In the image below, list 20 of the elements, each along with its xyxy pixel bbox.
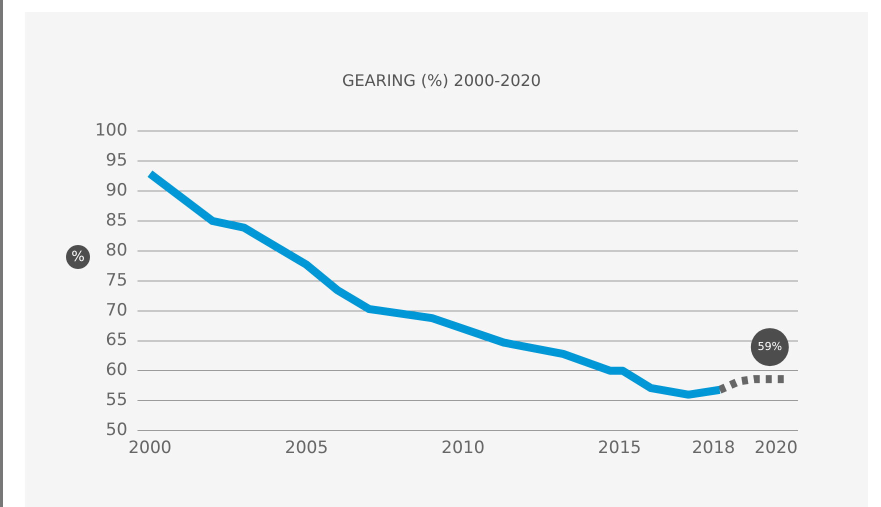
- x-tick-label: 2015: [598, 438, 642, 458]
- y-tick-label: 85: [106, 210, 128, 230]
- y-tick-label: 60: [106, 360, 128, 380]
- y-tick-label: 80: [106, 240, 128, 260]
- y-axis-title: %: [66, 245, 90, 269]
- y-tick-label: 75: [106, 270, 128, 290]
- x-tick-label: 2005: [284, 438, 328, 458]
- y-tick-label: 50: [106, 420, 128, 440]
- x-tick-label: 2000: [128, 438, 172, 458]
- y-tick-label: 70: [106, 300, 128, 320]
- x-tick-label: 2020: [754, 438, 798, 458]
- x-tick-label: 2010: [441, 438, 485, 458]
- chart-title: GEARING (%) 2000-2020: [342, 70, 541, 90]
- y-tick-label: 55: [106, 390, 128, 410]
- x-tick-label: 2018: [692, 438, 736, 458]
- y-tick-label: 100: [94, 120, 128, 141]
- y-tick-label: 95: [106, 150, 128, 171]
- annotation: 59%: [758, 340, 782, 353]
- y-tick-label: 90: [106, 180, 128, 200]
- y-tick-label: 65: [106, 330, 128, 350]
